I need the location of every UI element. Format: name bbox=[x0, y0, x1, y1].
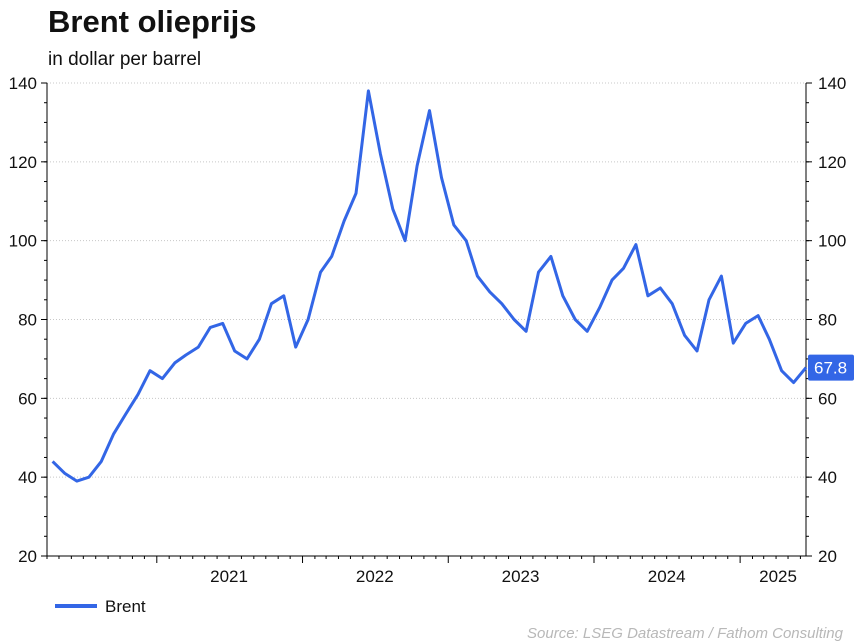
x-tick-label: 2024 bbox=[648, 567, 686, 586]
x-tick-label: 2025 bbox=[759, 567, 797, 586]
y-tick-label-right: 40 bbox=[818, 468, 837, 487]
y-axis-right: 20 40 60 80 100 120 140 bbox=[806, 74, 846, 566]
y-tick-label-left: 120 bbox=[9, 153, 37, 172]
y-tick-label-right: 120 bbox=[818, 153, 846, 172]
y-tick-label-left: 80 bbox=[18, 311, 37, 330]
y-tick-label-right: 100 bbox=[818, 232, 846, 251]
chart-subtitle: in dollar per barrel bbox=[48, 49, 202, 70]
source-note: Source: LSEG Datastream / Fathom Consult… bbox=[527, 625, 843, 642]
y-tick-label-left: 20 bbox=[18, 547, 37, 566]
y-tick-label-left: 60 bbox=[18, 389, 37, 408]
y-axis-left: 20 40 60 80 100 120 140 bbox=[9, 74, 47, 566]
chart-title: Brent olieprijs bbox=[48, 4, 257, 39]
x-tick-label: 2021 bbox=[210, 567, 248, 586]
gridlines bbox=[47, 82, 806, 478]
chart-area: 20 40 60 80 100 120 140 20 40 60 80 100 120 140 2021… bbox=[9, 74, 854, 616]
y-tick-label-right: 80 bbox=[818, 311, 837, 330]
y-tick-label-right: 140 bbox=[818, 74, 846, 93]
last-value-badge: 67.8 bbox=[808, 354, 854, 381]
last-value-label: 67.8 bbox=[814, 359, 847, 378]
x-axis: 2021 2022 2023 2024 2025 bbox=[46, 556, 801, 586]
y-tick-label-left: 100 bbox=[9, 232, 37, 251]
legend-label-brent: Brent bbox=[105, 597, 146, 616]
y-tick-label-left: 140 bbox=[9, 74, 37, 93]
last-value-badge-bg bbox=[808, 354, 854, 381]
y-tick-label-right: 60 bbox=[818, 389, 837, 408]
series-line-brent bbox=[51, 89, 808, 483]
legend: Brent bbox=[55, 597, 146, 616]
x-tick-label: 2023 bbox=[502, 567, 540, 586]
y-tick-label-left: 40 bbox=[18, 468, 37, 487]
x-tick-label: 2022 bbox=[356, 567, 394, 586]
y-tick-label-right: 20 bbox=[818, 547, 837, 566]
